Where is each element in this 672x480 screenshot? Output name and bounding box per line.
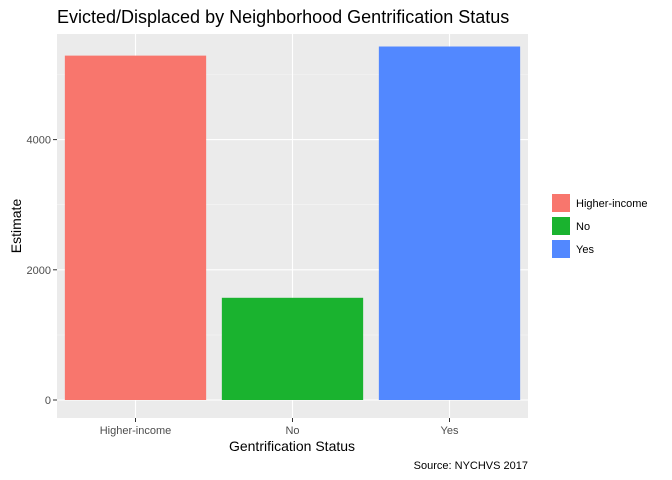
legend-key xyxy=(552,194,570,212)
x-axis: Higher-income No Yes xyxy=(100,418,459,437)
chart-caption: Source: NYCHVS 2017 xyxy=(414,460,528,472)
y-axis: 0 2000 4000 xyxy=(27,135,57,407)
legend-key xyxy=(552,217,570,235)
bar-higher-income xyxy=(64,55,207,400)
legend: Higher-income No Yes xyxy=(552,194,648,258)
y-tick-label: 2000 xyxy=(27,265,51,277)
legend-key xyxy=(552,240,570,258)
bar-yes xyxy=(378,46,521,401)
bar-no xyxy=(221,297,364,400)
x-tick-label: Higher-income xyxy=(100,425,172,437)
y-tick-label: 0 xyxy=(45,395,51,407)
legend-label: Higher-income xyxy=(576,198,648,210)
y-axis-title: Estimate xyxy=(8,199,24,254)
chart-title: Evicted/Displaced by Neighborhood Gentri… xyxy=(57,7,509,27)
x-tick-label: No xyxy=(285,425,299,437)
x-tick-label: Yes xyxy=(441,425,459,437)
bars xyxy=(64,46,521,401)
legend-label: No xyxy=(576,221,590,233)
y-tick-label: 4000 xyxy=(27,135,51,147)
legend-label: Yes xyxy=(576,244,594,256)
x-axis-title: Gentrification Status xyxy=(229,438,355,454)
